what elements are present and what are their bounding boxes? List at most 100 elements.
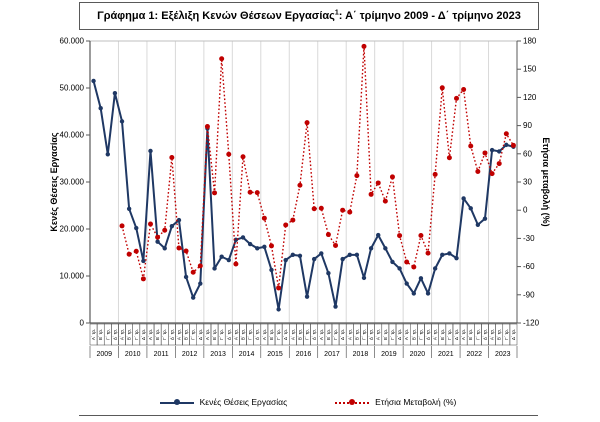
quarter-cell-label: Δ΄ τρ. (482, 329, 487, 340)
left-tick-label: 20.000 (60, 225, 85, 234)
vacancies-point (98, 106, 103, 111)
quarter-cell-label: Δ΄ τρ. (312, 329, 317, 340)
vacancies-point (468, 206, 473, 211)
yoy-point (290, 217, 296, 223)
year-label: 2014 (239, 351, 255, 358)
vacancies-point (148, 148, 153, 154)
vacancies-point (482, 216, 488, 221)
right-axis-title: Ετήσια μεταβολή (%) (541, 137, 551, 227)
vacancies-point (297, 253, 303, 258)
yoy-point (169, 154, 175, 160)
figure-bottom-rule (79, 415, 538, 416)
year-label: 2022 (467, 351, 483, 358)
quarter-cell-label: Δ΄ τρ. (226, 329, 231, 340)
left-tick-label: 60.000 (60, 37, 85, 46)
year-label: 2021 (438, 351, 454, 358)
quarter-cell-label: Α΄ τρ. (404, 329, 409, 340)
yoy-line (121, 45, 515, 289)
vacancies-point (326, 270, 331, 276)
vacancies-point (397, 266, 402, 271)
quarter-cell-label: Γ΄ τρ. (105, 329, 110, 340)
right-tick-label: 120 (523, 93, 537, 102)
quarter-cell-label: Β΄ τρ. (155, 329, 160, 340)
quarter-cell-label: Α΄ τρ. (376, 329, 381, 340)
yoy-point (503, 131, 509, 137)
vacancies-point (425, 291, 431, 296)
right-tick-label: 60 (523, 149, 532, 158)
vacancies-point (91, 78, 96, 84)
yoy-point (461, 87, 467, 93)
quarter-cell-label: Γ΄ τρ. (447, 329, 452, 340)
quarter-cell-label: Δ΄ τρ. (255, 329, 260, 340)
quarter-cell-label: Β΄ τρ. (440, 329, 445, 340)
year-label: 2019 (381, 351, 397, 358)
right-tick-label: 90 (523, 121, 532, 130)
quarter-cell-label: Γ΄ τρ. (333, 329, 338, 340)
yoy-point (240, 154, 246, 160)
quarter-cell-label: Γ΄ τρ. (418, 329, 423, 340)
yoy-point (404, 259, 410, 265)
right-tick-label: -60 (523, 262, 535, 271)
vacancies-point (354, 252, 360, 258)
yoy-line-sample-icon (335, 399, 370, 406)
vacancies-point (190, 295, 196, 300)
quarter-cell-label: Β΄ τρ. (354, 329, 359, 340)
quarter-cell-label: Α΄ τρ. (205, 329, 210, 340)
yoy-point (425, 250, 431, 256)
yoy-point (254, 190, 260, 196)
quarter-cell-label: Α΄ τρ. (319, 329, 324, 340)
quarter-cell-label: Δ΄ τρ. (283, 329, 288, 340)
quarter-cell-label: Α΄ τρ. (120, 329, 125, 340)
yoy-point (354, 173, 360, 179)
quarter-cell-label: Β΄ τρ. (241, 329, 246, 340)
left-axis: 0 10.000 20.000 30.000 40.000 50.000 60.000 (60, 37, 90, 328)
quarter-cell-label: Δ΄ τρ. (511, 329, 516, 340)
yoy-point (439, 85, 445, 91)
quarter-cell-label: Β΄ τρ. (184, 329, 189, 340)
left-tick-label: 10.000 (60, 272, 85, 281)
yoy-point (475, 168, 481, 174)
yoy-point (261, 215, 267, 221)
year-label: 2016 (296, 351, 312, 358)
yoy-point (375, 180, 381, 186)
quarter-cell-label: Γ΄ τρ. (219, 329, 224, 340)
yoy-point (190, 269, 196, 275)
quarter-cell-label: Δ΄ τρ. (369, 329, 374, 340)
year-label: 2009 (96, 351, 112, 358)
vacancies-point (290, 252, 296, 258)
left-tick-label: 0 (80, 319, 85, 328)
left-tick-label: 30.000 (60, 178, 85, 187)
yoy-point (340, 207, 346, 213)
quarter-cell-label: Α΄ τρ. (433, 329, 438, 340)
quarter-cell-label: Δ΄ τρ. (340, 329, 345, 340)
vacancies-point (454, 255, 459, 261)
vacancies-line-sample-icon (159, 399, 194, 406)
vacancies-point (198, 281, 203, 286)
quarter-label-row: Α΄ τρ. Β΄ τρ. Γ΄ τρ. Δ΄ τρ. Α΄ τρ. Β΄ τρ. Γ΄ τ… (89, 323, 518, 346)
vacancies-point (119, 119, 125, 124)
yoy-point (489, 171, 495, 177)
legend-item-yoy: Ετήσια Μεταβολή (%) (335, 397, 456, 407)
yoy-point (496, 161, 502, 167)
quarter-cell-label: Β΄ τρ. (269, 329, 274, 340)
quarter-cell-label: Δ΄ τρ. (454, 329, 459, 340)
quarter-cell-label: Α΄ τρ. (148, 329, 153, 340)
yoy-point (247, 189, 253, 195)
vacancies-point (112, 90, 118, 96)
right-tick-label: -120 (523, 319, 540, 328)
vacancies-point (226, 257, 231, 263)
yoy-point (304, 120, 310, 126)
quarter-cell-label: Α΄ τρ. (262, 329, 267, 340)
vacancies-point (461, 196, 466, 201)
vacancies-point (134, 225, 139, 231)
vacancies-point (368, 246, 374, 251)
quarter-cell-label: Α΄ τρ. (490, 329, 495, 340)
right-tick-label: 180 (523, 37, 537, 46)
year-label: 2020 (410, 351, 426, 358)
yoy-point (411, 264, 417, 270)
yoy-point (432, 171, 438, 177)
footnote-marker: 1 (334, 9, 339, 17)
vacancies-point (105, 152, 110, 157)
vacancies-point (432, 266, 438, 271)
legend: Κενές Θέσεις Εργασίας Ετήσια Μεταβολή (%… (79, 392, 537, 412)
